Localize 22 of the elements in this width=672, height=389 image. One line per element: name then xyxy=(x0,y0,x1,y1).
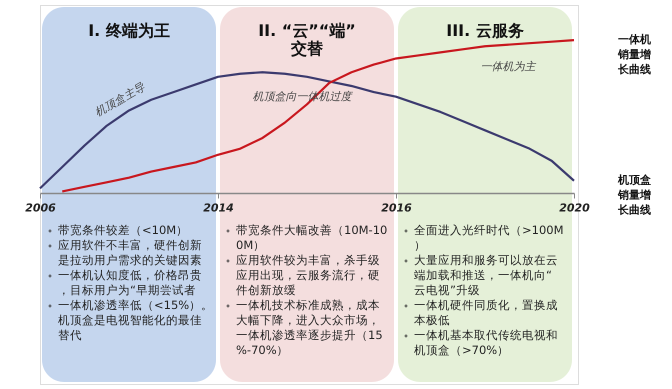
annotation: 一体机技术标准成熟，成本大幅下降，进入大众市场，一体机渗透率逐步提升（15%-70%） xyxy=(236,298,383,357)
annotation: 一体机基本取代传统电视和机顶盒（>70%） xyxy=(414,328,558,357)
band-label: I. 终端为王 xyxy=(88,21,170,40)
text: 机顶盒销量增长曲线 xyxy=(617,174,651,217)
annotation: 一体机认知度低，价格昂贵，目标用户为“早期尝试者 xyxy=(58,268,202,297)
annotation: 一体机渗透率低（<15%）。机顶盒是电视智能化的最佳替代 xyxy=(58,298,214,342)
annotation: 带宽条件较差（<10M） xyxy=(58,222,188,237)
annotation: 应用软件较为丰富，杀手级应用出现，云服务流行，硬件创新放缓 xyxy=(236,252,380,297)
annotation: 应用软件不丰富，硬件创新是拉动用户需求的关键因素 xyxy=(58,238,202,267)
x-tick-label: 2014 xyxy=(203,201,234,214)
text: 一体机销量增长曲线 xyxy=(617,33,651,76)
annotation: 机顶盒主导 xyxy=(92,80,148,119)
x-tick-label: 2020 xyxy=(559,201,590,214)
annotation: 一体机硬件同质化，置换成本极低 xyxy=(414,298,558,327)
annotation: 全面进入光纤时代（>100M） xyxy=(414,222,564,252)
annotation: 一体机为主 xyxy=(480,60,536,73)
band-label: III. 云服务 xyxy=(446,21,524,40)
x-tick-label: 2016 xyxy=(381,201,412,214)
annotation: 大量应用和服务可以放在云端加载和推送，一体机向“云电视”升级 xyxy=(414,252,558,297)
band-label: II. “云”“端”交替 xyxy=(258,21,356,58)
annotation: 带宽条件大幅改善（10M-100M） xyxy=(236,222,388,252)
x-tick-label: 2006 xyxy=(25,201,56,214)
